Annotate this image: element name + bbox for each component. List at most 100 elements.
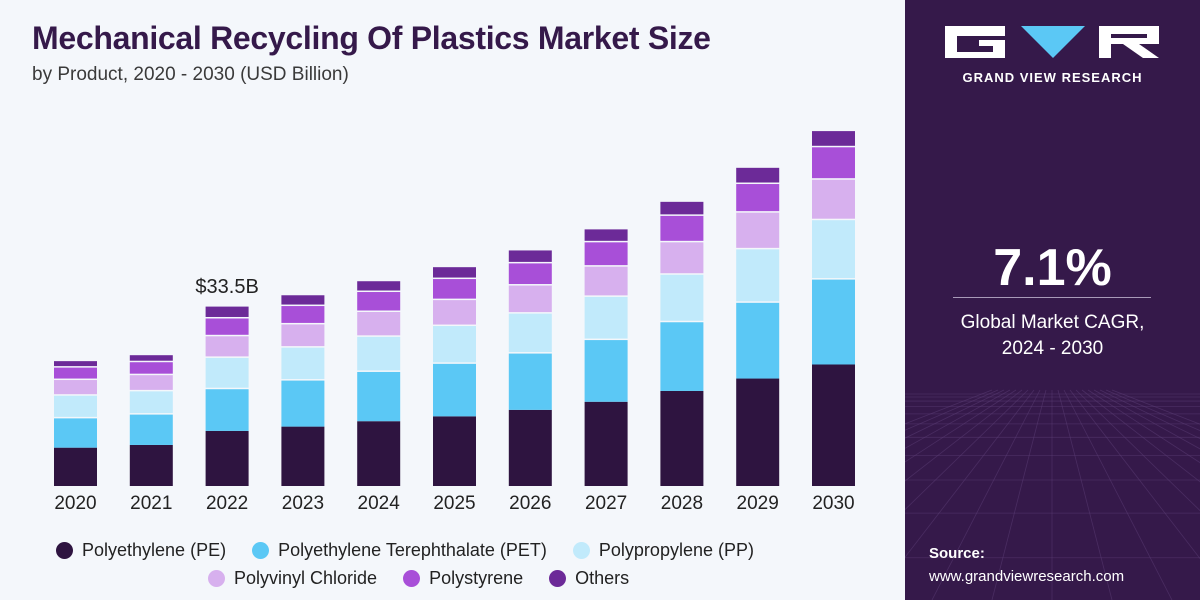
bar-segment-2026-0 — [508, 409, 552, 486]
bar-segment-2030-0 — [812, 364, 855, 486]
bar-segment-2028-3 — [660, 242, 704, 274]
bar-segment-2024-3 — [357, 312, 401, 336]
grid-line — [1099, 389, 1200, 440]
x-tick-label: 2028 — [661, 493, 703, 514]
source-label: Source: — [929, 545, 985, 562]
bar-segment-2028-4 — [660, 215, 704, 241]
grid-line — [1105, 389, 1200, 432]
bar-segment-2025-5 — [433, 267, 476, 278]
grid-line — [1063, 389, 1173, 600]
legend-label: Polypropylene (PP) — [598, 539, 754, 560]
grid-line — [1075, 389, 1200, 512]
legend-swatch — [56, 541, 73, 559]
bar-segment-2022-3 — [205, 336, 249, 357]
bar-segment-2024-2 — [357, 336, 401, 371]
legend-swatch — [572, 541, 590, 559]
bar-segment-2024-0 — [357, 421, 401, 486]
bar-segment-2020-1 — [54, 418, 97, 448]
grid-line — [905, 389, 1005, 439]
legend-label: Polyethylene Terephthalate (PET) — [278, 539, 547, 560]
bar-segment-2022-0 — [205, 430, 249, 486]
legend-item: Polyethylene (PE) — [56, 540, 226, 561]
bar-segment-2025-1 — [433, 363, 476, 417]
bar-segment-2028-0 — [660, 390, 704, 486]
bar-segment-2021-5 — [129, 355, 173, 361]
bar-segment-2027-0 — [584, 401, 628, 486]
legend-label: Polystyrene — [429, 567, 524, 588]
bar-segment-2023-2 — [281, 347, 325, 380]
legend-item: Polyethylene Terephthalate (PET) — [252, 540, 547, 561]
grid-line — [1087, 389, 1200, 464]
data-label: $33.5B — [195, 276, 258, 298]
chart-subtitle: by Product, 2020 - 2030 (USD Billion) — [32, 64, 349, 85]
bar-segment-2023-0 — [281, 426, 325, 486]
bar-segment-2022-2 — [205, 357, 249, 388]
x-tick-label: 2030 — [812, 493, 854, 514]
bar-segment-2025-0 — [433, 416, 476, 486]
bar-segment-2030-5 — [812, 131, 855, 146]
grid-line — [905, 389, 1023, 482]
grid-line — [905, 389, 1035, 558]
bar-segment-2024-4 — [357, 292, 401, 311]
bar-segment-2028-5 — [660, 201, 704, 215]
bar-segment-2029-1 — [736, 302, 780, 379]
bar-segment-2020-4 — [54, 367, 97, 379]
bar-segment-2027-2 — [584, 296, 628, 339]
x-tick-label: 2025 — [433, 493, 475, 514]
bar-segment-2026-1 — [508, 353, 552, 410]
x-tick-label: 2021 — [130, 493, 172, 514]
bar-segment-2026-2 — [508, 313, 552, 353]
bar-segment-2030-1 — [812, 279, 855, 365]
bar-segment-2021-1 — [129, 414, 173, 445]
bar-segment-2026-3 — [508, 285, 552, 313]
bar-segment-2028-2 — [660, 274, 704, 321]
legend: Polyethylene (PE) Polyethylene Terephthal… — [56, 536, 896, 592]
cagr-label: Global Market CAGR, 2024 - 2030 — [905, 310, 1200, 362]
cagr-label-line1: Global Market CAGR, — [960, 312, 1145, 333]
bar-segment-2023-3 — [281, 324, 325, 347]
x-tick-label: 2020 — [54, 493, 96, 514]
bar-segment-2027-1 — [584, 340, 628, 402]
legend-item: Polyvinyl Chloride — [208, 568, 377, 589]
chart-panel: Mechanical Recycling Of Plastics Market … — [0, 0, 905, 600]
bar-segment-2024-1 — [357, 371, 401, 422]
x-tick-label: 2029 — [737, 493, 779, 514]
legend-row: Polyvinyl Chloride Polystyrene Others — [56, 564, 896, 592]
cagr-value: 7.1% — [993, 239, 1112, 297]
bar-segment-2027-3 — [584, 266, 628, 296]
bar-segment-2030-2 — [812, 220, 855, 279]
bar-segment-2022-4 — [205, 318, 249, 335]
stacked-bar-chart: 2020 2021 2022 2023 2024 2025 2026 2027 2028 2029… — [54, 131, 855, 514]
legend-label: Polyvinyl Chloride — [234, 567, 378, 588]
grid-line — [905, 389, 1029, 511]
bar-segment-2030-4 — [812, 147, 855, 179]
bar-segment-2025-4 — [433, 279, 476, 299]
bar-segment-2022-1 — [205, 389, 249, 431]
grid-line — [905, 389, 1017, 463]
legend-swatch — [252, 541, 270, 559]
sidebar-panel: GRAND VIEW RESEARCH 7.1% Global Market C… — [905, 0, 1200, 600]
legend-item: Others — [549, 568, 629, 589]
bar-segment-2025-3 — [433, 300, 476, 325]
bar-segment-2026-4 — [508, 263, 552, 285]
bar-segment-2023-1 — [281, 380, 325, 427]
bar-segment-2022-5 — [205, 306, 249, 317]
bar-segment-2029-4 — [736, 184, 780, 212]
grid-line — [905, 389, 999, 431]
brand-name: GRAND VIEW RESEARCH — [962, 70, 1143, 85]
bar-segment-2027-5 — [584, 229, 628, 241]
bar-segment-2020-5 — [54, 361, 97, 367]
bar-segment-2021-0 — [129, 444, 173, 486]
x-tick-label: 2026 — [509, 493, 551, 514]
bar-segment-2021-2 — [129, 391, 173, 414]
legend-swatch — [549, 569, 567, 587]
grid-line — [1069, 389, 1200, 560]
bar-segment-2026-5 — [508, 250, 552, 262]
chart-title: Mechanical Recycling Of Plastics Market … — [32, 20, 711, 56]
bar-segment-2023-5 — [281, 295, 325, 305]
bar-segment-2024-5 — [357, 281, 401, 291]
legend-label: Others — [575, 567, 630, 588]
bar-segment-2021-4 — [129, 362, 173, 374]
grid-line — [1093, 389, 1200, 450]
